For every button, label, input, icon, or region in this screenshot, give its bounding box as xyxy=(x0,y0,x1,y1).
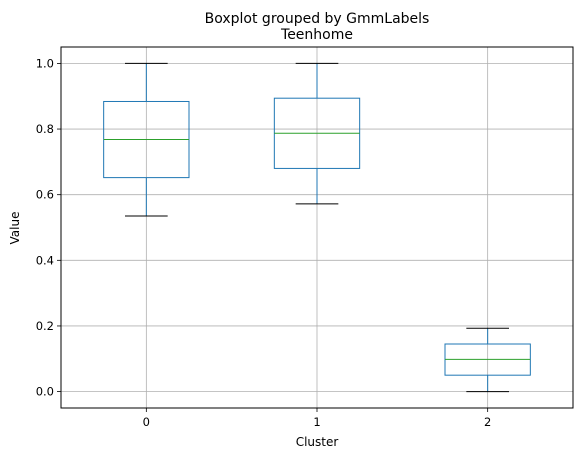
ticks-group: 0.0 0.2 0.4 0.6 0.8 1.0 0 1 2 xyxy=(36,56,492,429)
x-tick-label-0: 0 xyxy=(143,415,150,429)
chart-suptitle: Boxplot grouped by GmmLabels xyxy=(205,11,430,27)
y-tick-label-5: 1.0 xyxy=(36,56,54,70)
x-tick-label-1: 1 xyxy=(313,415,320,429)
box-cluster-0 xyxy=(103,62,190,217)
y-tick-label-0: 0.0 xyxy=(36,385,54,399)
axes-title: Teenhome xyxy=(280,27,353,43)
box-cluster-2 xyxy=(444,327,531,393)
x-axis-label: Cluster xyxy=(296,435,339,449)
y-axis-label: Value xyxy=(8,212,22,245)
y-tick-label-2: 0.4 xyxy=(36,253,54,267)
box-cluster-1 xyxy=(273,62,361,205)
x-tick-label-2: 2 xyxy=(484,415,491,429)
boxes-group xyxy=(103,62,531,393)
y-tick-label-1: 0.2 xyxy=(36,319,54,333)
y-tick-label-3: 0.6 xyxy=(36,188,54,202)
y-tick-label-4: 0.8 xyxy=(36,122,54,136)
